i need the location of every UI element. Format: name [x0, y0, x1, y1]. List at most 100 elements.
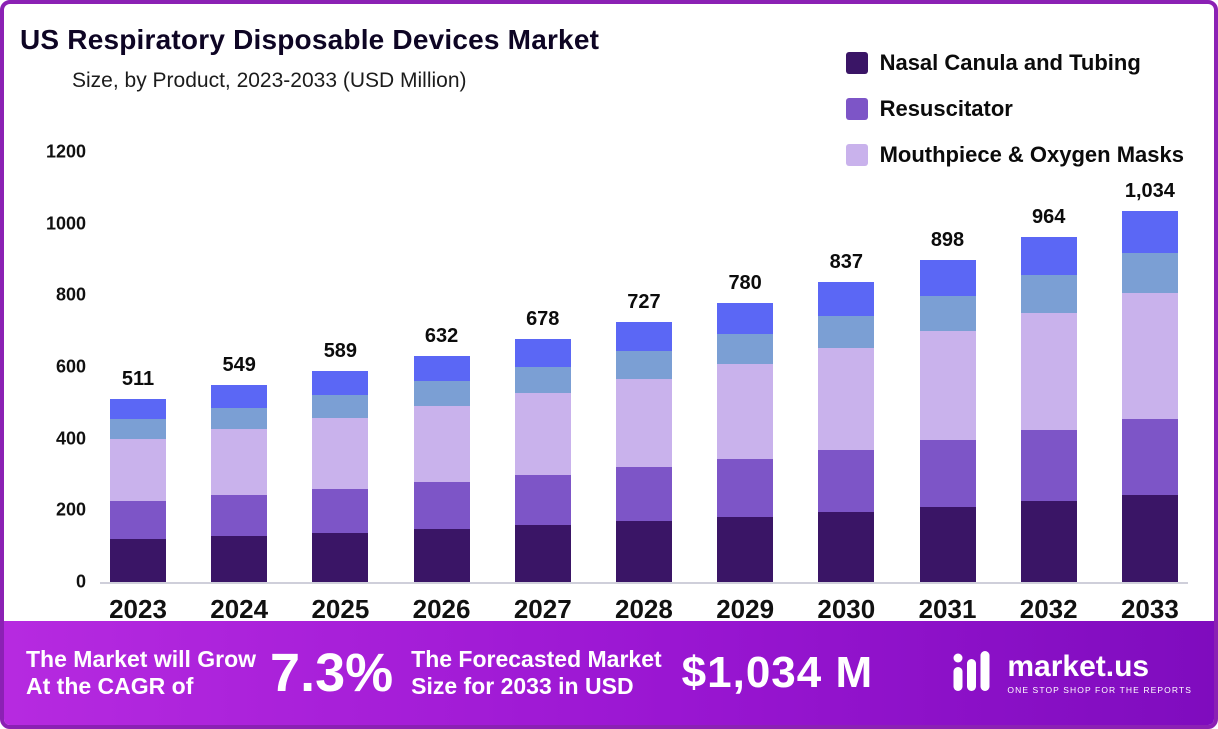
logo-tagline: ONE STOP SHOP FOR THE REPORTS — [1007, 684, 1192, 695]
bar-total-label: 1,034 — [1124, 180, 1175, 203]
bar-segment — [615, 321, 672, 352]
x-tick-2033: 2033 — [1120, 594, 1179, 624]
forecast-label: The Forecasted Market Size for 2033 in U… — [411, 646, 662, 700]
bar-segment — [818, 315, 875, 349]
bar-segment — [514, 392, 571, 476]
bar-segment — [514, 475, 571, 526]
bar-total-label: 632 — [424, 324, 459, 347]
bar-stack — [211, 385, 268, 582]
bar-total-label: 678 — [526, 308, 560, 331]
legend-swatch — [845, 98, 868, 120]
legend-item-0: Nasal Canula and Tubing — [845, 50, 1184, 76]
bar-segment — [312, 394, 369, 418]
y-tick-0: 0 — [75, 571, 86, 592]
marketus-logo-icon — [951, 650, 997, 697]
bar-segment — [1020, 429, 1077, 502]
bar-segment — [413, 405, 470, 483]
bar-group-2032: 964 2032 — [1020, 152, 1078, 624]
legend-item-1: Resuscitator — [845, 96, 1184, 122]
bar-group-2028: 727 2028 — [615, 152, 673, 625]
bar-segment — [717, 364, 774, 460]
bar-segment — [919, 260, 976, 297]
bar-segment — [1121, 211, 1178, 254]
legend-label: Mouthpiece & Oxygen Masks — [879, 142, 1184, 167]
legend-label: Resuscitator — [879, 96, 1013, 121]
bar-segment — [818, 348, 875, 450]
bar-total-label: 549 — [222, 354, 256, 377]
bar-group-2029: 780 2029 — [716, 152, 774, 625]
y-tick-1200: 1200 — [45, 141, 86, 162]
bar-group-2023: 511 2023 — [109, 152, 167, 624]
bar-segment — [919, 296, 976, 332]
bar-group-2033: 1,034 2033 — [1121, 152, 1179, 624]
cagr-label-line1: The Market will Grow — [26, 646, 257, 672]
legend-swatch — [845, 144, 868, 166]
footer-banner: The Market will Grow At the CAGR of 7.3%… — [4, 621, 1214, 725]
forecast-label-line2: Size for 2033 in USD — [411, 673, 634, 699]
bar-segment — [211, 536, 268, 582]
bar-segment — [1020, 312, 1077, 430]
legend-swatch — [845, 52, 868, 74]
bar-stack — [110, 398, 166, 582]
bar-segment — [818, 449, 875, 512]
bar-segment — [1020, 275, 1077, 313]
bar-segment — [211, 428, 268, 496]
x-tick-2026: 2026 — [412, 594, 471, 624]
bar-total-label: 780 — [728, 271, 762, 294]
cagr-value: 7.3% — [270, 643, 394, 703]
bar-group-2031: 898 2031 — [919, 152, 977, 624]
y-tick-200: 200 — [55, 499, 86, 520]
x-tick-2024: 2024 — [210, 594, 269, 624]
bar-segment — [919, 506, 976, 583]
x-tick-2029: 2029 — [716, 594, 775, 624]
bar-segment — [514, 366, 571, 393]
bar-segment — [818, 282, 875, 316]
bar-segment — [717, 516, 774, 582]
bar-segment — [413, 482, 470, 530]
x-tick-2027: 2027 — [513, 594, 572, 624]
y-axis: 0 200 400 600 800 1000 1200 — [16, 142, 86, 592]
bar-stack — [1121, 211, 1178, 583]
bar-segment — [413, 381, 470, 406]
bar-segment — [1020, 236, 1077, 276]
bar-segment — [717, 459, 774, 517]
bar-segment — [1121, 253, 1178, 294]
bar-group-2030: 837 2030 — [817, 152, 875, 624]
bar-segment — [211, 495, 268, 537]
x-tick-2028: 2028 — [615, 594, 673, 624]
bar-segment — [615, 351, 672, 380]
bar-segment — [717, 334, 774, 365]
plot-area: 511 2023 549 2024 589 2025 632 2026 678 2027 727 20… — [100, 152, 1188, 625]
legend-label: Nasal Canula and Tubing — [879, 50, 1141, 75]
bar-segment — [1121, 495, 1178, 583]
bar-segment — [312, 370, 369, 395]
bar-segment — [1020, 501, 1077, 583]
bar-total-label: 589 — [323, 339, 358, 362]
bar-stack — [514, 339, 571, 582]
bar-total-label: 898 — [930, 229, 965, 252]
bar-stack — [413, 355, 470, 582]
bar-stack — [818, 282, 875, 582]
bar-segment — [110, 398, 166, 419]
y-tick-400: 400 — [55, 428, 86, 449]
bar-stack — [717, 302, 774, 583]
bar-segment — [110, 539, 166, 582]
forecast-value: $1,034 M — [681, 648, 874, 697]
x-tick-2031: 2031 — [918, 594, 977, 624]
bar-total-label: 964 — [1032, 205, 1066, 228]
bar-total-label: 837 — [829, 251, 863, 274]
bar-segment — [717, 302, 774, 335]
bar-segment — [514, 339, 571, 367]
forecast-label-line1: The Forecasted Market — [411, 646, 662, 672]
y-tick-600: 600 — [55, 356, 86, 377]
bar-segment — [413, 529, 470, 582]
bar-total-label: 727 — [627, 290, 661, 313]
bar-segment — [919, 440, 976, 507]
logo-text: market.us — [1007, 649, 1150, 683]
bar-group-2026: 632 2026 — [413, 152, 471, 624]
bar-segment — [312, 532, 369, 582]
bar-segment — [312, 417, 369, 490]
bar-segment — [1121, 293, 1178, 419]
bar-segment — [615, 379, 672, 468]
